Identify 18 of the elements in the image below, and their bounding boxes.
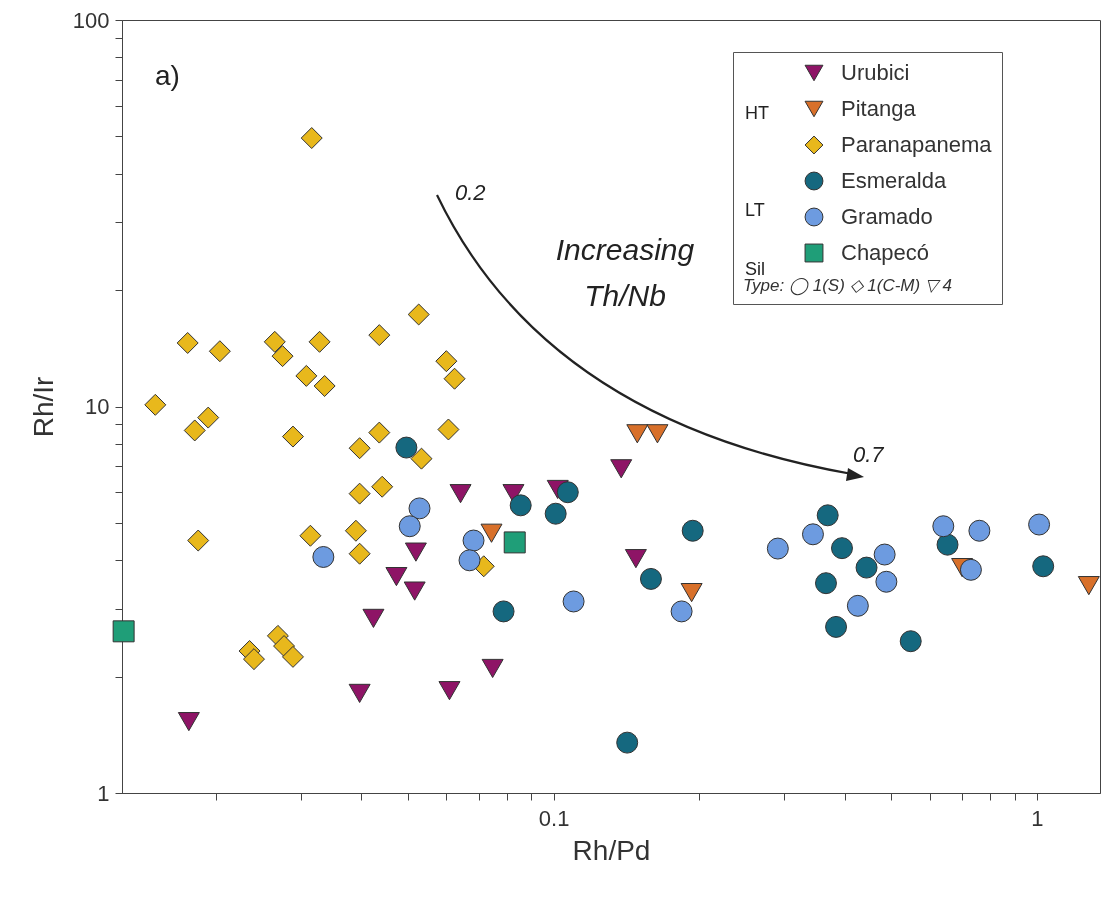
annotation: 0.2 — [455, 179, 486, 205]
x-tick-label: 0.1 — [538, 805, 570, 831]
x-axis-title: Rh/Pd — [572, 834, 651, 866]
annotation: HT — [745, 103, 769, 124]
annotation: Increasing Th/Nb — [555, 232, 695, 312]
legend-label: Chapecó — [841, 240, 930, 265]
y-tick-label: 10 — [85, 394, 110, 419]
y-tick-label: 1 — [97, 780, 110, 806]
y-axis-title: Rh/Ir — [27, 376, 59, 438]
legend-label: Paranapanema — [841, 132, 993, 157]
annotation: LT — [745, 200, 765, 221]
annotation: a) — [155, 59, 180, 91]
annotation: 0.7 — [853, 441, 885, 467]
y-tick-label: 100 — [72, 7, 110, 33]
legend-label: Esmeralda — [841, 168, 947, 193]
legend-label: Gramado — [841, 204, 933, 229]
legend-label: Pitanga — [841, 96, 917, 121]
legend-label: Urubici — [841, 60, 910, 85]
